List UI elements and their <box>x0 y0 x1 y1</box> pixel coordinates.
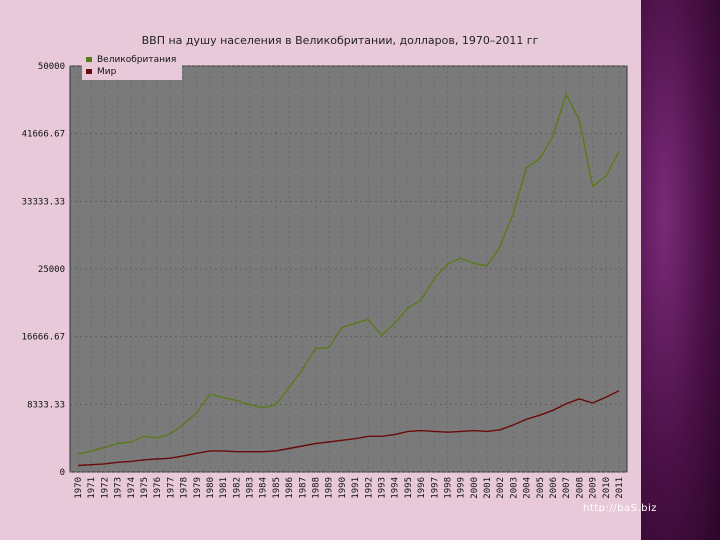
x-tick-label: 1994 <box>391 477 401 499</box>
legend-swatch <box>86 69 92 74</box>
legend-swatch <box>86 57 92 62</box>
x-axis-ticks: 1970 1971 1972 1973 1974 1975 1976 1977 1978 1979… <box>74 477 625 499</box>
x-tick-label: 1978 <box>180 477 190 499</box>
x-tick-label: 1972 <box>100 477 110 499</box>
series-line-0 <box>77 92 620 455</box>
plot-area <box>69 65 628 473</box>
x-tick-label: 2002 <box>496 477 506 499</box>
x-tick-label: 2006 <box>549 477 559 499</box>
x-tick-label: 2004 <box>523 477 533 499</box>
x-tick-label: 1982 <box>232 477 242 499</box>
x-tick-label: 1987 <box>298 477 308 499</box>
x-tick-label: 2001 <box>483 477 493 499</box>
y-tick-label: 50000 <box>38 62 65 72</box>
chart-title: ВВП на душу населения в Великобритании, … <box>142 34 539 47</box>
x-tick-label: 1986 <box>285 477 295 499</box>
y-tick-label: 16666.67 <box>22 333 65 343</box>
x-tick-label: 1977 <box>166 477 176 499</box>
x-tick-label: 1971 <box>87 477 97 499</box>
x-tick-label: 2010 <box>602 477 612 499</box>
x-tick-label: 2003 <box>509 477 519 499</box>
y-tick-label: 33333.33 <box>22 197 65 207</box>
x-tick-label: 1999 <box>457 477 467 499</box>
x-tick-label: 1970 <box>74 477 84 499</box>
series-line-1 <box>77 390 620 467</box>
x-tick-label: 1998 <box>443 477 453 499</box>
x-tick-label: 2011 <box>615 477 625 499</box>
series-lines <box>77 92 620 467</box>
x-tick-label: 1992 <box>364 477 374 499</box>
x-tick-label: 1991 <box>351 477 361 499</box>
x-tick-label: 1984 <box>259 477 269 499</box>
legend-label: Великобритания <box>97 55 176 65</box>
x-tick-label: 1974 <box>127 477 137 499</box>
y-tick-label: 8333.33 <box>27 400 65 410</box>
source-watermark: http://baS.biz <box>583 503 658 514</box>
y-axis-ticks: 0 8333.33 16666.67 25000 33333.33 41666.67 500… <box>22 62 65 478</box>
x-tick-label: 2009 <box>589 477 599 499</box>
x-tick-label: 1983 <box>246 477 256 499</box>
x-tick-label: 2005 <box>536 477 546 499</box>
x-tick-label: 1988 <box>312 477 322 499</box>
x-tick-label: 1985 <box>272 477 282 499</box>
legend-box <box>82 54 182 80</box>
x-tick-label: 1979 <box>193 477 203 499</box>
x-tick-label: 1973 <box>114 477 124 499</box>
x-tick-label: 2008 <box>575 477 585 499</box>
legend: Великобритания Мир <box>82 54 182 80</box>
gdp-line-chart: ВВП на душу населения в Великобритании, … <box>22 34 628 499</box>
x-tick-label: 1976 <box>153 477 163 499</box>
y-tick-label: 0 <box>60 468 65 478</box>
legend-label: Мир <box>97 67 117 77</box>
x-tick-label: 1995 <box>404 477 414 499</box>
x-tick-label: 2000 <box>470 477 480 499</box>
x-tick-label: 1989 <box>325 477 335 499</box>
x-tick-label: 1997 <box>430 477 440 499</box>
x-tick-label: 1975 <box>140 477 150 499</box>
x-tick-label: 1990 <box>338 477 348 499</box>
x-tick-label: 1996 <box>417 477 427 499</box>
x-tick-label: 1980 <box>206 477 216 499</box>
x-tick-label: 1981 <box>219 477 229 499</box>
decorative-side-band <box>641 0 720 540</box>
y-tick-label: 41666.67 <box>22 130 65 140</box>
x-tick-label: 2007 <box>562 477 572 499</box>
y-tick-label: 25000 <box>38 265 65 275</box>
x-tick-label: 1993 <box>377 477 387 499</box>
